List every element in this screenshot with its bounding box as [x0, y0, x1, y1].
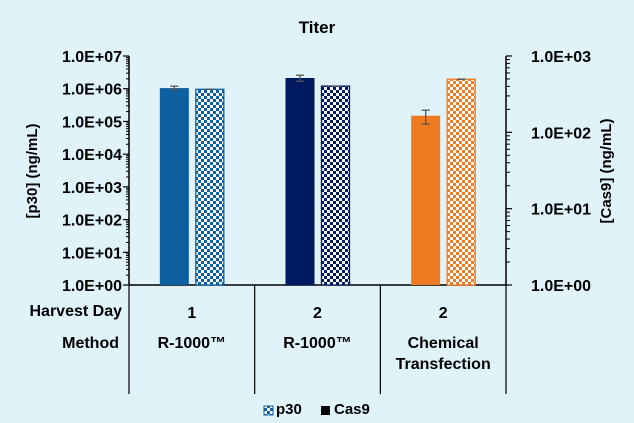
y2-axis-label: [Cas9] (ng/mL) [598, 118, 615, 223]
harvest-day-label: 1 [187, 305, 196, 322]
harvest-day-label: 2 [313, 305, 322, 322]
y-tick-label: 1.0E+01 [62, 245, 122, 262]
legend-swatch-p30 [263, 405, 274, 416]
y-tick-label: 1.0E+04 [62, 147, 122, 164]
legend-label-p30: p30 [276, 401, 302, 418]
bar-p30 [195, 88, 225, 286]
y-tick-label: 1.0E+07 [62, 49, 122, 66]
bar-cas9 [159, 88, 189, 286]
harvest-day-label: 2 [439, 305, 448, 322]
bar-p30 [446, 78, 476, 286]
legend-label-cas9: Cas9 [334, 401, 370, 418]
method-label: R-1000™ [283, 335, 351, 352]
y2-tick-label: 1.0E+01 [531, 202, 591, 219]
y-tick-label: 1.0E+02 [62, 213, 122, 230]
y-tick-label: 1.0E+03 [62, 180, 122, 197]
y2-tick-label: 1.0E+02 [531, 125, 591, 142]
chart-title: Titer [299, 18, 336, 37]
method-label: Transfection [396, 356, 491, 373]
row-label-method: Method [62, 335, 119, 352]
legend: p30 Cas9 [263, 401, 370, 418]
y2-tick-label: 1.0E+03 [531, 49, 591, 66]
bar-cas9 [411, 115, 441, 285]
bar-cas9 [285, 77, 315, 285]
y-tick-label: 1.0E+06 [62, 82, 122, 99]
y2-tick-label: 1.0E+00 [531, 278, 591, 295]
bar-p30 [320, 85, 351, 286]
y-tick-label: 1.0E+00 [62, 278, 122, 295]
legend-swatch-cas9 [321, 406, 330, 415]
y-axis-label: [p30] (ng/mL) [24, 124, 41, 219]
y-tick-label: 1.0E+05 [62, 114, 122, 131]
method-label: Chemical [408, 335, 479, 352]
method-label: R-1000™ [158, 335, 226, 352]
row-label-harvest-day: Harvest Day [30, 303, 123, 320]
